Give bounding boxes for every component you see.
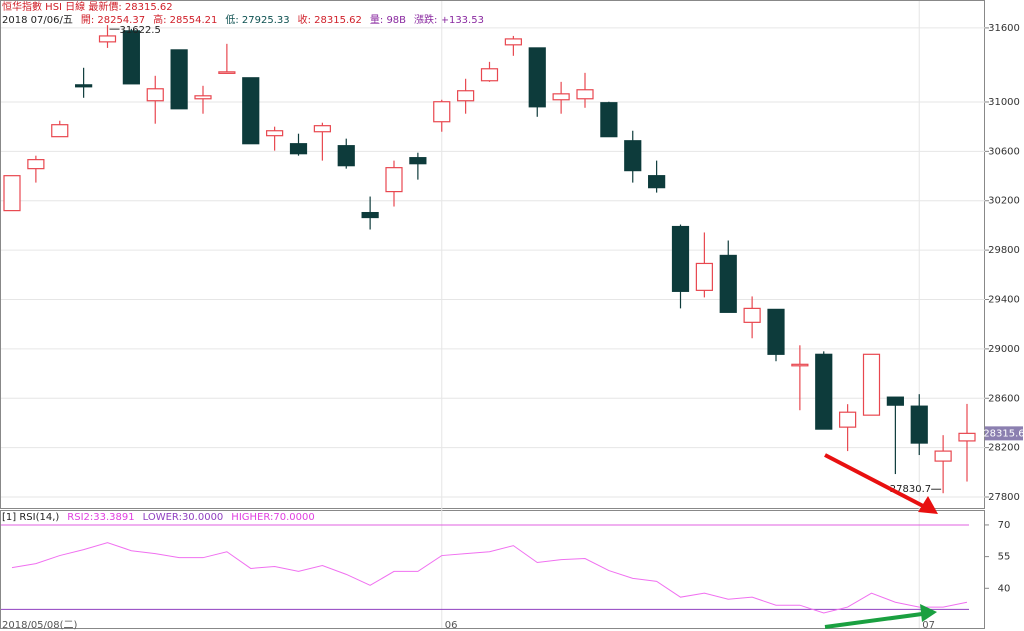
candle-body bbox=[934, 450, 952, 462]
candle-body bbox=[719, 254, 737, 313]
info-text: 恒华指數 HSI 日線 最新價: 28315.62 bbox=[2, 0, 173, 13]
candle-body bbox=[528, 47, 546, 108]
info-text: 量: 98B bbox=[370, 14, 406, 26]
x-tick-label: 2018/05/08(二) bbox=[2, 620, 78, 631]
candle-body bbox=[576, 89, 594, 100]
candle-body bbox=[27, 159, 45, 170]
candle-body bbox=[361, 211, 379, 219]
y-tick-label: 31000 bbox=[988, 97, 1020, 108]
red-arrow-head bbox=[918, 496, 938, 514]
candle-body bbox=[337, 145, 355, 167]
rsi-line bbox=[11, 542, 968, 614]
info-text: HIGHER:70.0000 bbox=[231, 512, 314, 523]
y-tick-label: 29000 bbox=[988, 344, 1020, 355]
candle-body bbox=[98, 35, 117, 43]
candle-body bbox=[767, 308, 785, 355]
last-price-tag bbox=[985, 426, 1023, 441]
candle-body bbox=[385, 167, 403, 193]
y-tick-label: 31600 bbox=[988, 23, 1020, 34]
candle-body bbox=[3, 175, 21, 212]
info-text: RSI2:33.3891 bbox=[67, 512, 134, 523]
y-tick-label: 28200 bbox=[988, 443, 1020, 454]
candle-body bbox=[433, 101, 451, 123]
candle-body bbox=[51, 124, 69, 138]
candle-body bbox=[624, 140, 642, 172]
annotation: 27830.7 bbox=[890, 484, 931, 495]
info-text: 高: 28554.21 bbox=[153, 13, 217, 26]
candle-body bbox=[218, 71, 236, 74]
candle-body bbox=[170, 49, 188, 110]
candle-body bbox=[266, 130, 284, 137]
info-text: 漲跌: +133.53 bbox=[414, 13, 484, 26]
info-text: 收: 28315.62 bbox=[298, 13, 362, 26]
info-text: 2018 07/06/五 bbox=[2, 15, 73, 26]
candle-body bbox=[313, 125, 331, 133]
candle-body bbox=[457, 90, 475, 102]
candle-body bbox=[910, 405, 928, 444]
info-text: 開: 28254.37 bbox=[81, 14, 145, 26]
candle-body bbox=[648, 175, 666, 189]
candle-body bbox=[194, 95, 212, 100]
x-tick-label: 06 bbox=[445, 620, 458, 631]
candle-body bbox=[122, 30, 140, 85]
y-tick-label: 29800 bbox=[988, 245, 1020, 256]
rsi-panel bbox=[0, 510, 985, 629]
candle-body bbox=[695, 262, 713, 291]
candle-body bbox=[839, 411, 857, 428]
candle-body bbox=[958, 432, 976, 442]
y-tick-label: 55 bbox=[998, 552, 1011, 563]
y-tick-label: 30600 bbox=[988, 146, 1020, 157]
candle-body bbox=[146, 88, 164, 102]
info-text: 低: 27925.33 bbox=[225, 13, 289, 26]
candle-body bbox=[480, 68, 499, 82]
candle-body bbox=[552, 93, 570, 101]
price-panel bbox=[0, 0, 985, 509]
candle-body bbox=[815, 353, 833, 430]
candle-body bbox=[791, 363, 809, 367]
info-text: [1] RSI(14,) bbox=[2, 512, 59, 523]
green-arrow-head bbox=[920, 604, 937, 622]
green-arrow bbox=[824, 612, 923, 629]
y-tick-label: 28600 bbox=[988, 393, 1020, 404]
annotation: 31622.5 bbox=[120, 25, 161, 36]
y-tick-label: 70 bbox=[998, 520, 1011, 531]
candle-body bbox=[743, 307, 761, 323]
candle-body bbox=[671, 225, 690, 292]
y-tick-label: 40 bbox=[998, 583, 1011, 594]
x-tick-label: 07 bbox=[922, 620, 935, 631]
candle-body bbox=[862, 353, 881, 416]
candle-body bbox=[242, 77, 260, 145]
y-tick-label: 30200 bbox=[988, 196, 1020, 207]
red-arrow bbox=[824, 453, 926, 509]
info-text: LOWER:30.0000 bbox=[143, 512, 224, 523]
candle-body bbox=[289, 143, 308, 155]
candle-body bbox=[409, 157, 427, 165]
candle-body bbox=[886, 396, 904, 406]
last-price-label: 28315.6 bbox=[983, 428, 1024, 439]
candle-body bbox=[504, 38, 522, 46]
candle-body bbox=[600, 102, 618, 138]
y-tick-label: 29400 bbox=[988, 294, 1020, 305]
y-tick-label: 27800 bbox=[988, 492, 1020, 503]
candle-body bbox=[75, 84, 93, 88]
